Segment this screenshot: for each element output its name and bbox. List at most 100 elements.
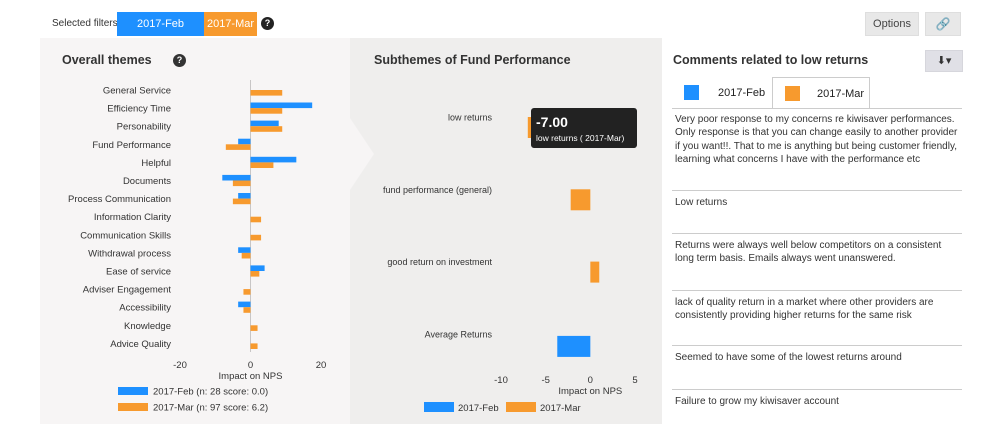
- bar-general-service-mar: [250, 90, 283, 96]
- comment-item: Very poor response to my concerns re kiw…: [675, 114, 958, 166]
- comments-divider: [672, 108, 962, 109]
- comment-item: lack of quality return in a market where…: [675, 297, 934, 322]
- category-label-accessibility: Accessibility: [119, 303, 171, 314]
- download-button[interactable]: ⬇▾: [925, 50, 963, 72]
- bar-efficiency-time-feb: [250, 102, 313, 109]
- bar-average-returns-feb: [557, 335, 591, 357]
- subthemes-chart: low returns fund performance (general) goo…: [383, 108, 638, 414]
- category-label-personability: Personability: [117, 122, 172, 133]
- comments-tab-label: 2017-Feb: [718, 87, 766, 99]
- comment-item: Low returns: [675, 197, 728, 208]
- selected-filters-label: Selected filters:: [52, 18, 121, 29]
- legend-swatch-feb: [424, 402, 454, 412]
- category-label-withdrawal-process: Withdrawal process: [88, 248, 171, 259]
- bar-accessibility-feb: [238, 301, 251, 308]
- category-label-knowledge: Knowledge: [124, 321, 171, 332]
- feb-swatch: [684, 85, 699, 100]
- mar-swatch: [785, 86, 800, 101]
- subthemes-title: Subthemes of Fund Performance: [374, 53, 571, 67]
- x-tick-label: 0: [588, 375, 593, 386]
- filter-chip-2017-mar[interactable]: 2017-Mar: [204, 12, 257, 36]
- comment-divider: [672, 290, 962, 291]
- filters-help-icon[interactable]: ?: [261, 17, 274, 30]
- bar-documents-feb: [222, 174, 251, 181]
- subthemes-panel: Subthemes of Fund Performance low return…: [350, 38, 662, 424]
- x-tick-label: -20: [173, 360, 187, 371]
- subtheme-label-fund-performance-general: fund performance (general): [383, 185, 492, 195]
- x-tick-label: -5: [541, 375, 549, 386]
- category-label-helpful: Helpful: [141, 158, 171, 169]
- bar-knowledge-mar: [250, 325, 258, 331]
- bar-ease-of-service-mar: [250, 271, 260, 277]
- bar-documents-mar: [232, 180, 251, 187]
- tooltip-label: low returns ( 2017-Mar): [536, 133, 625, 143]
- subtheme-label-low-returns: low returns: [448, 113, 493, 123]
- comment-item: Returns were always well below competito…: [675, 240, 942, 265]
- category-label-information-clarity: Information Clarity: [94, 212, 171, 223]
- bar-accessibility-mar: [243, 307, 251, 313]
- comments-tab-2017-feb[interactable]: 2017-Feb: [672, 77, 772, 109]
- legend-label-feb: 2017-Feb (n: 28 score: 0.0): [153, 387, 268, 398]
- comment-divider: [672, 233, 962, 234]
- bar-adviser-engagement-mar: [243, 289, 251, 295]
- comment-divider: [672, 190, 962, 191]
- themes-help-icon[interactable]: ?: [173, 54, 186, 67]
- overall-themes-title: Overall themes: [62, 53, 152, 67]
- link-button[interactable]: 🔗: [925, 12, 961, 36]
- legend-swatch-feb: [118, 387, 148, 395]
- category-label-advice-quality: Advice Quality: [110, 339, 171, 350]
- x-tick-label: 5: [632, 375, 637, 386]
- bar-fund-performance-mar: [225, 144, 251, 150]
- category-label-communication-skills: Communication Skills: [80, 230, 171, 241]
- bar-process-communication-feb: [238, 193, 251, 199]
- bar-advice-quality-mar: [250, 343, 258, 349]
- bar-information-clarity-mar: [250, 216, 262, 223]
- bar-ease-of-service-feb: [250, 265, 265, 271]
- x-tick-label: 20: [316, 360, 327, 371]
- panel-pointer-arrow: [350, 118, 374, 190]
- link-icon: 🔗: [935, 17, 951, 31]
- tooltip-value: -7.00: [536, 114, 568, 130]
- category-label-adviser-engagement: Adviser Engagement: [83, 285, 172, 296]
- legend-label-mar: 2017-Mar (n: 97 score: 6.2): [153, 403, 268, 414]
- filter-bar: Selected filters: 2017-Feb 2017-Mar ? Op…: [40, 10, 970, 38]
- comment-item: Failure to grow my kiwisaver account: [675, 396, 839, 407]
- filter-chip-2017-feb[interactable]: 2017-Feb: [117, 12, 204, 36]
- subtheme-label-average-returns: Average Returns: [425, 329, 493, 339]
- bar-good-return-on-investment-mar: [590, 261, 600, 283]
- bar-personability-mar: [250, 126, 283, 132]
- options-button[interactable]: Options: [865, 12, 919, 36]
- bar-fund-performance-general-mar: [570, 189, 591, 211]
- comments-panel: Comments related to low returns ⬇▾ 2017-…: [662, 38, 972, 424]
- category-label-documents: Documents: [123, 176, 171, 187]
- category-label-efficiency-time: Efficiency Time: [107, 104, 171, 115]
- comments-title: Comments related to low returns: [673, 53, 869, 67]
- legend-swatch-mar: [118, 403, 148, 411]
- x-axis-label: Impact on NPS: [219, 371, 283, 382]
- bar-helpful-feb: [250, 156, 297, 163]
- bar-withdrawal-process-mar: [241, 252, 251, 259]
- legend-label-feb: 2017-Feb: [458, 403, 499, 414]
- bar-communication-skills-mar: [250, 234, 262, 241]
- bar-efficiency-time-mar: [250, 108, 283, 114]
- bar-withdrawal-process-feb: [238, 247, 251, 253]
- bar-helpful-mar: [250, 162, 274, 168]
- overall-themes-chart: General Service Efficiency Time Personabil…: [68, 80, 327, 414]
- x-axis-label: Impact on NPS: [558, 386, 622, 397]
- x-tick-label: 0: [248, 360, 253, 371]
- bar-personability-feb: [250, 120, 279, 127]
- category-label-process-communication: Process Communication: [68, 194, 171, 205]
- comment-item: Seemed to have some of the lowest return…: [675, 352, 902, 363]
- comment-divider: [672, 389, 962, 390]
- overall-themes-panel: Overall themes ? General Service Efficien…: [40, 38, 350, 424]
- download-icon: ⬇▾: [936, 55, 952, 67]
- tooltip-box: [531, 108, 637, 148]
- comments-tab-label: 2017-Mar: [817, 88, 865, 100]
- category-label-fund-performance: Fund Performance: [92, 140, 171, 151]
- comments-tab-2017-mar[interactable]: 2017-Mar: [772, 77, 870, 109]
- legend-label-mar: 2017-Mar: [540, 403, 581, 414]
- category-label-general-service: General Service: [103, 86, 171, 97]
- category-label-ease-of-service: Ease of service: [106, 267, 171, 278]
- bar-fund-performance-feb: [238, 138, 251, 145]
- legend-swatch-mar: [506, 402, 536, 412]
